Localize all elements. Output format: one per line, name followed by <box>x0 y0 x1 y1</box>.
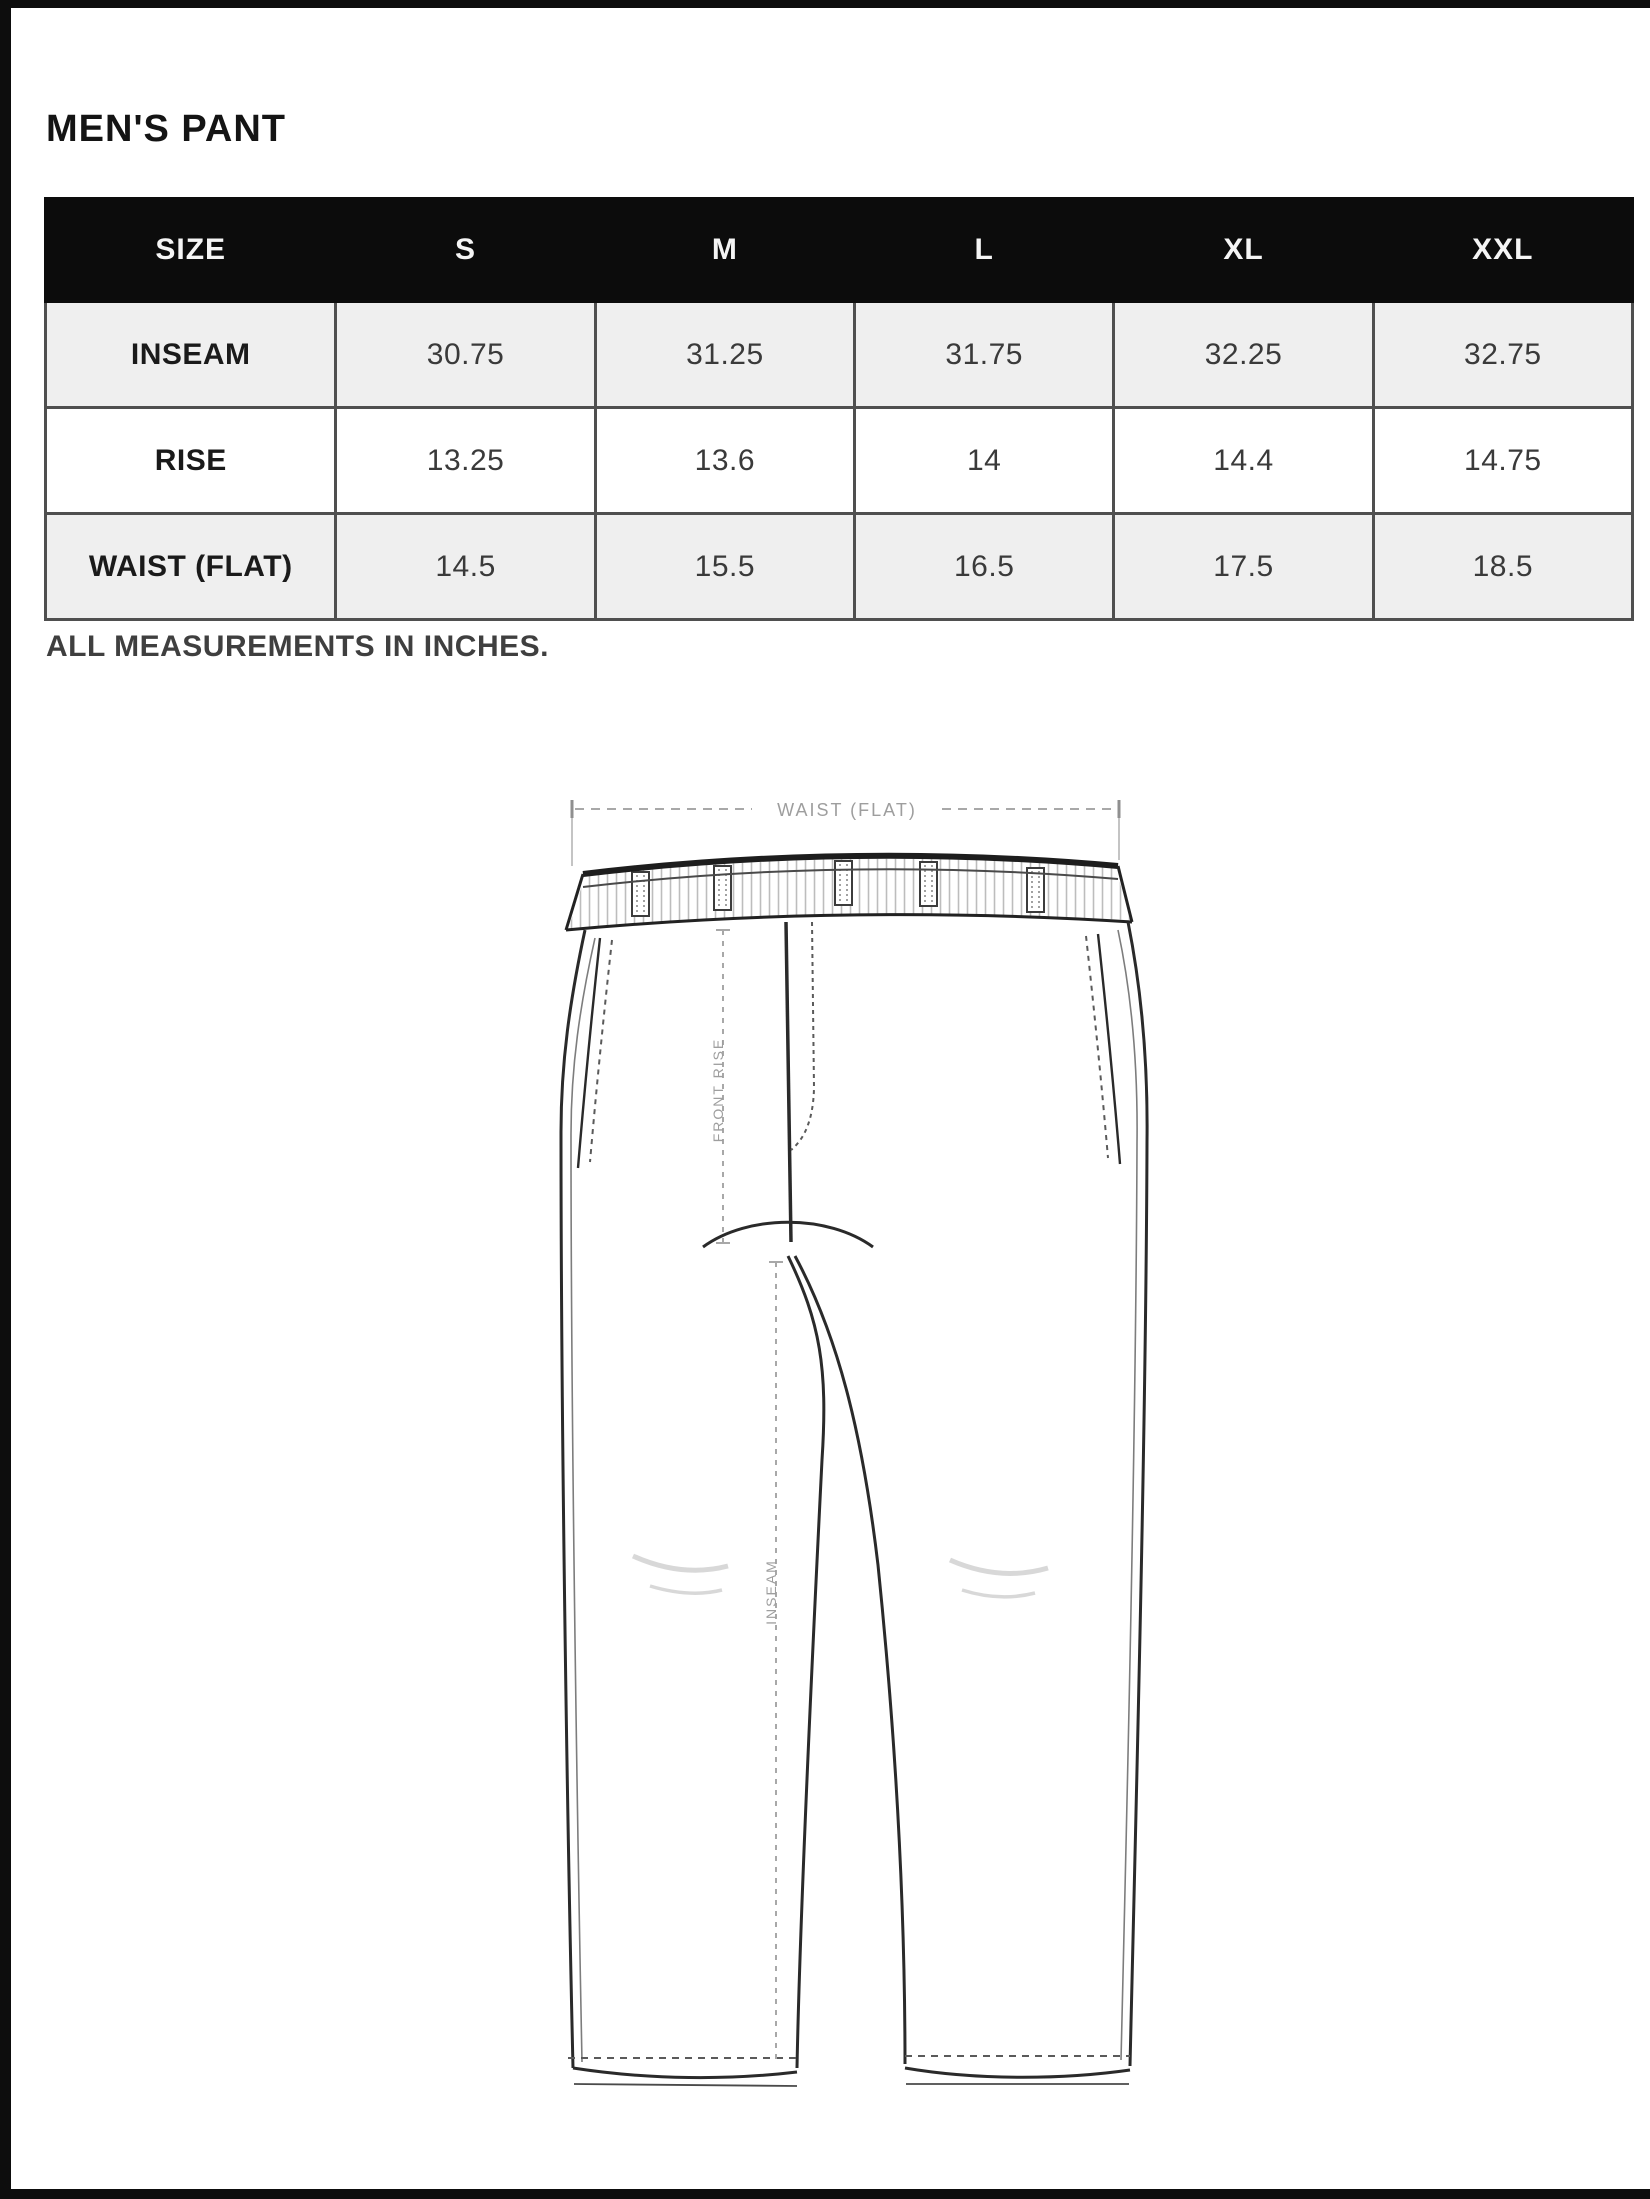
measurement-cell: 18.5 <box>1371 512 1635 621</box>
measurement-cell: 31.25 <box>593 300 857 409</box>
column-header-xxl: XXL <box>1371 197 1635 303</box>
row-label: WAIST (FLAT) <box>43 512 338 621</box>
pant-outline <box>559 921 1149 2087</box>
measurement-cell: 15.5 <box>593 512 857 621</box>
size-chart-header-row: SIZE S M L XL XXL <box>43 197 1635 303</box>
row-label: INSEAM <box>43 300 338 409</box>
measurements-note: ALL MEASUREMENTS IN INCHES. <box>46 630 549 663</box>
frame-border-left <box>0 0 11 2199</box>
waist-dimension: WAIST (FLAT) <box>570 800 1121 866</box>
column-header-m: M <box>593 197 857 303</box>
column-header-xl: XL <box>1112 197 1375 303</box>
page-title: MEN'S PANT <box>46 108 287 150</box>
measurement-cell: 14.5 <box>334 512 597 621</box>
waist-dimension-label: WAIST (FLAT) <box>777 800 917 820</box>
inseam-label: INSEAM <box>763 1559 779 1625</box>
measurement-cell: 30.75 <box>334 300 597 409</box>
column-header-l: L <box>853 197 1116 303</box>
measurement-cell: 31.75 <box>853 300 1116 409</box>
measurement-cell: 17.5 <box>1112 512 1375 621</box>
measurement-cell: 13.6 <box>593 406 857 515</box>
table-row-waist-flat-: WAIST (FLAT) 14.5 15.5 16.5 17.5 18.5 <box>43 512 1635 621</box>
measurement-cell: 14.75 <box>1371 406 1635 515</box>
front-rise-dimension: FRONT RISE <box>710 929 730 1244</box>
column-header-s: S <box>334 197 597 303</box>
measurement-cell: 14 <box>853 406 1116 515</box>
table-row-rise: RISE 13.25 13.6 14 14.4 14.75 <box>43 406 1635 515</box>
measurement-cell: 32.75 <box>1371 300 1635 409</box>
measurement-cell: 13.25 <box>334 406 597 515</box>
size-chart-table: SIZE S M L XL XXL INSEAM 30.75 31.25 31.75 32.25 3… <box>43 197 1635 621</box>
frame-border-bottom <box>0 2189 1650 2199</box>
measurement-cell: 16.5 <box>853 512 1116 621</box>
inseam-dimension: INSEAM <box>763 1261 783 2062</box>
frame-border-top <box>0 0 1650 8</box>
column-header-size: SIZE <box>43 197 338 303</box>
knee-shading <box>631 1553 1049 1599</box>
measurement-cell: 32.25 <box>1112 300 1375 409</box>
pant-waistband <box>564 852 1134 932</box>
table-row-inseam: INSEAM 30.75 31.25 31.75 32.25 32.75 <box>43 300 1635 409</box>
front-rise-label: FRONT RISE <box>710 1038 726 1143</box>
belt-loop <box>631 860 1045 917</box>
row-label: RISE <box>43 406 338 515</box>
measurement-cell: 14.4 <box>1112 406 1375 515</box>
